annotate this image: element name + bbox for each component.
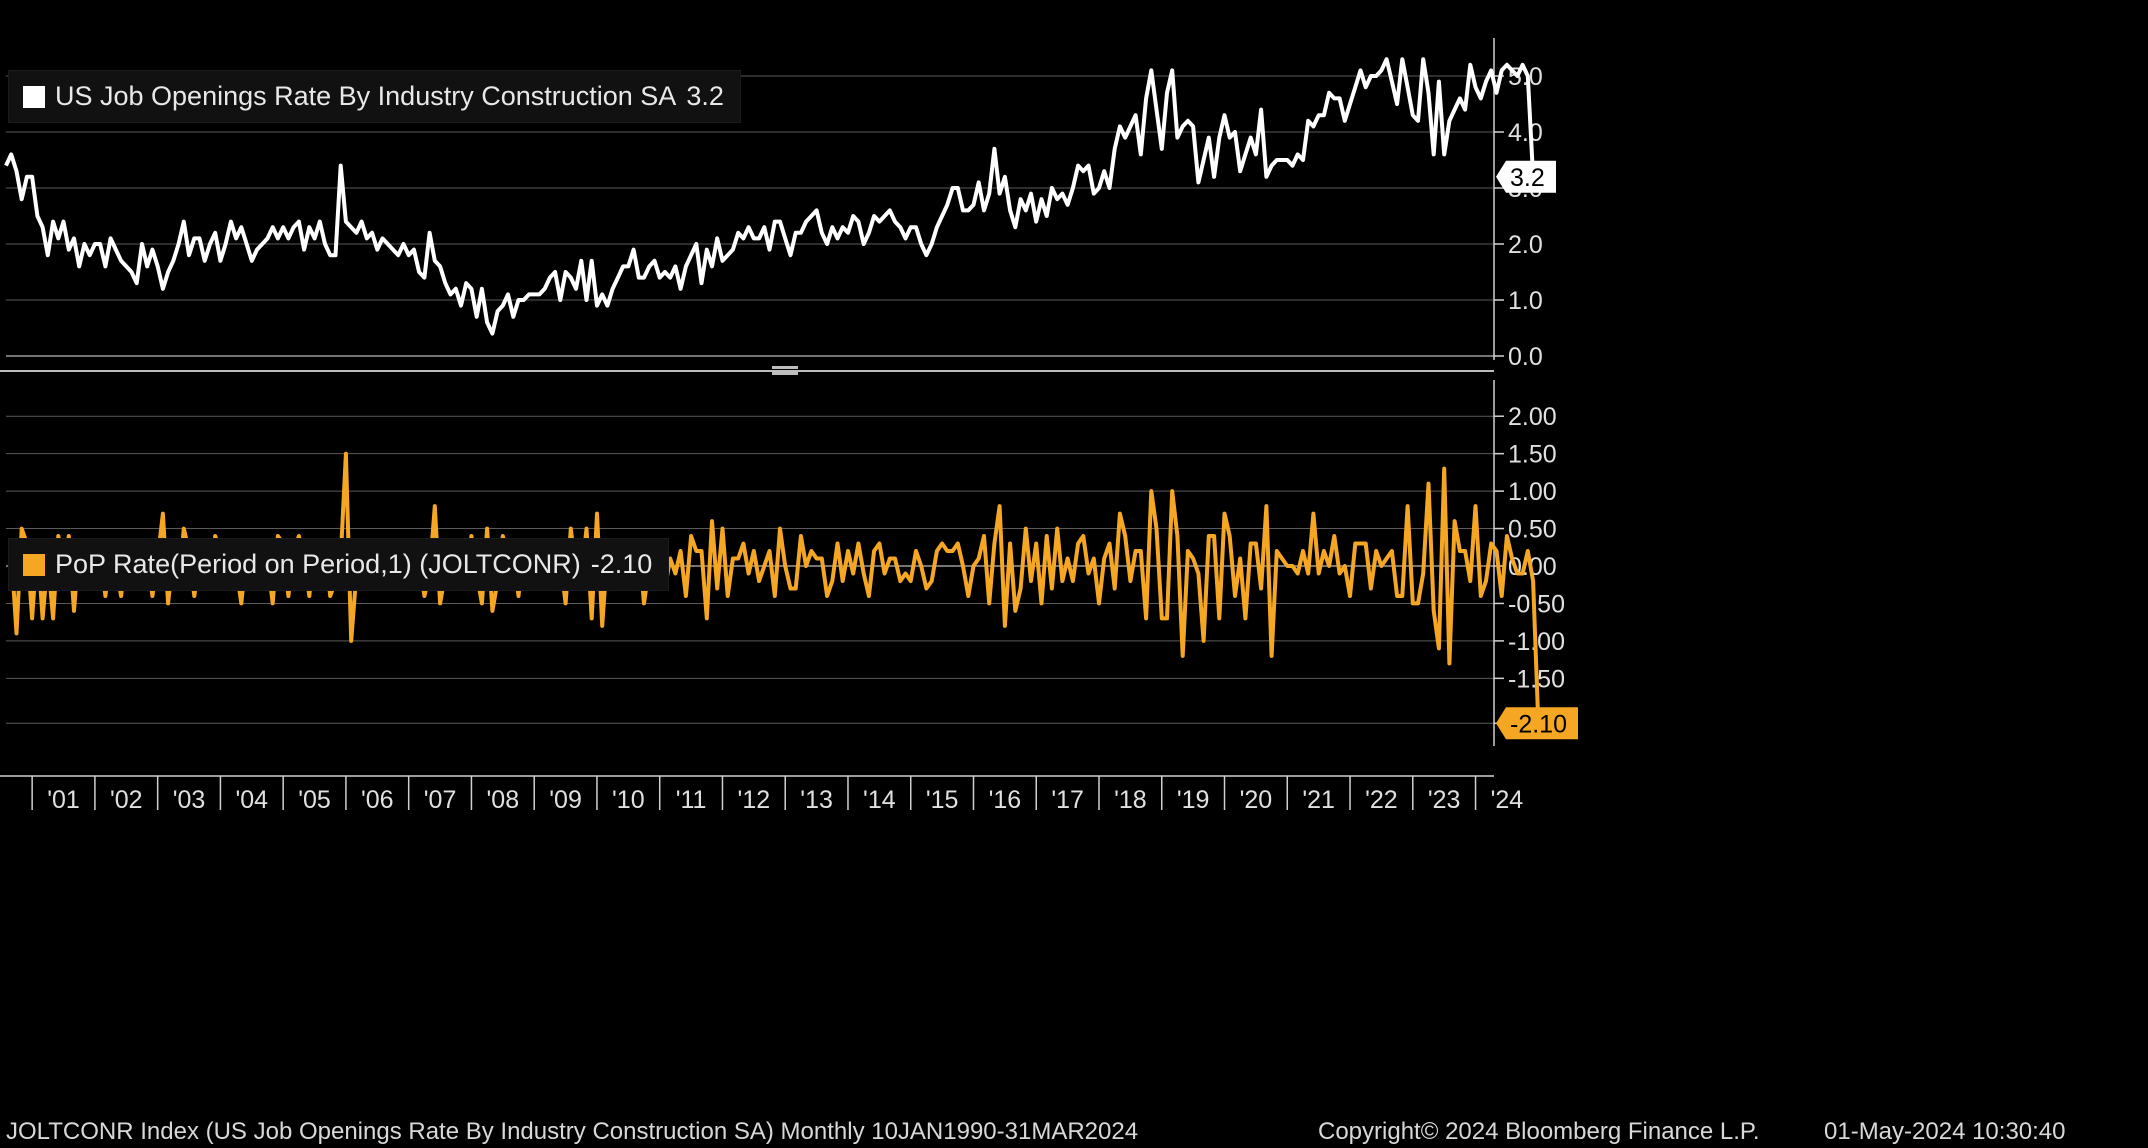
y-tick-label: 2.0: [1508, 231, 1543, 259]
last-value-tag-label: 3.2: [1510, 164, 1545, 192]
footer-timestamp: 01-May-2024 10:30:40: [1824, 1118, 2066, 1145]
x-tick-label: '11: [676, 786, 707, 814]
legend-swatch-white: [23, 85, 45, 108]
x-tick-label: '19: [1177, 786, 1210, 814]
legend-bottom-label: PoP Rate(Period on Period,1) (JOLTCONR): [55, 549, 581, 579]
x-tick-label: '15: [926, 786, 959, 814]
y-tick-label: 1.00: [1508, 478, 1557, 506]
x-tick-label: '24: [1491, 786, 1524, 814]
legend-top: US Job Openings Rate By Industry Constru…: [8, 70, 741, 123]
last-value-tag: [1496, 160, 1556, 193]
last-value-tag: [1496, 707, 1578, 740]
x-tick-label: '02: [110, 786, 143, 814]
x-tick-label: '03: [173, 786, 206, 814]
x-tick-label: '18: [1114, 786, 1147, 814]
divider-grip: [772, 366, 798, 369]
legend-top-value: 3.2: [686, 81, 724, 111]
x-tick-label: '23: [1428, 786, 1461, 814]
y-tick-label: 4.0: [1508, 119, 1543, 147]
y-tick-label: 2.00: [1508, 403, 1557, 431]
x-tick-label: '12: [738, 786, 771, 814]
divider-grip: [772, 372, 798, 375]
legend-top-label: US Job Openings Rate By Industry Constru…: [55, 81, 677, 111]
x-tick-label: '01: [47, 786, 80, 814]
footer-source: JOLTCONR Index (US Job Openings Rate By …: [6, 1118, 1139, 1145]
x-tick-label: '07: [424, 786, 457, 814]
y-tick-label: 0.0: [1508, 343, 1543, 371]
x-tick-label: '21: [1302, 786, 1335, 814]
x-tick-label: '06: [361, 786, 394, 814]
series-line: [4, 57, 1536, 336]
x-tick-label: '20: [1240, 786, 1273, 814]
panel-divider[interactable]: [0, 366, 1494, 375]
x-tick-label: '04: [235, 786, 268, 814]
x-tick-label: '05: [298, 786, 331, 814]
legend-bottom-value: -2.10: [590, 549, 653, 579]
x-tick-label: '13: [800, 786, 833, 814]
legend-swatch-orange: [23, 553, 45, 576]
top-panel: 0.01.02.03.04.05.03.2: [4, 38, 1556, 371]
y-tick-label: -0.50: [1508, 590, 1565, 618]
x-tick-label: '17: [1051, 786, 1084, 814]
x-tick-label: '16: [989, 786, 1022, 814]
x-tick-label: '14: [863, 786, 896, 814]
x-tick-label: '08: [487, 786, 520, 814]
x-axis: '01 '02 '03 '04 '05 '06 '07 '08 '09 '10 '11 '12 '13 '…: [0, 775, 1524, 814]
x-tick-label: '10: [612, 786, 645, 814]
y-tick-label: 0.50: [1508, 516, 1557, 544]
x-tick-label: '22: [1365, 786, 1398, 814]
legend-bottom: PoP Rate(Period on Period,1) (JOLTCONR) …: [8, 538, 670, 591]
y-tick-label: 1.50: [1508, 441, 1557, 469]
last-value-tag-label: -2.10: [1510, 710, 1567, 738]
x-tick-label: '09: [549, 786, 582, 814]
footer-copyright: Copyright© 2024 Bloomberg Finance L.P.: [1318, 1118, 1760, 1145]
y-tick-label: 1.0: [1508, 287, 1543, 315]
